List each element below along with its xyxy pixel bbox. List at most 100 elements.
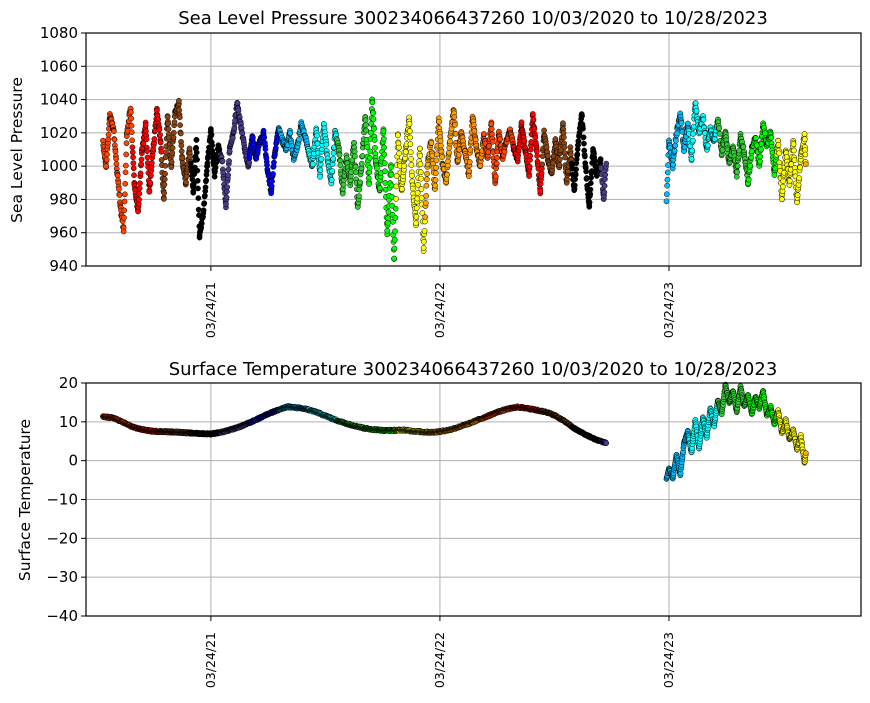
data-point	[208, 131, 215, 138]
data-point	[348, 169, 354, 175]
data-point	[444, 171, 450, 178]
data-point	[802, 450, 809, 456]
data-point	[226, 148, 233, 155]
data-point	[136, 185, 143, 192]
data-point	[176, 114, 183, 121]
data-point	[776, 150, 782, 157]
data-point	[436, 118, 442, 125]
data-point	[318, 155, 325, 162]
data-point	[161, 190, 167, 196]
data-point	[113, 155, 119, 162]
data-point	[407, 134, 413, 141]
data-point	[407, 141, 414, 147]
data-point	[466, 159, 473, 165]
data-point	[526, 173, 532, 179]
data-point	[488, 126, 495, 132]
data-point	[382, 180, 389, 186]
data-point	[358, 160, 365, 167]
data-point	[122, 191, 128, 198]
data-point	[433, 164, 440, 171]
data-point	[169, 145, 176, 151]
data-point	[105, 131, 112, 138]
data-point	[395, 144, 402, 151]
data-point	[268, 183, 275, 190]
data-point	[574, 151, 581, 158]
data-point	[123, 151, 130, 158]
pressure-data-points	[100, 96, 809, 262]
data-point	[467, 146, 474, 153]
data-point	[111, 128, 117, 135]
data-point	[664, 169, 671, 176]
data-point	[178, 148, 185, 155]
data-point	[363, 122, 369, 128]
data-point	[310, 161, 316, 167]
data-point	[748, 148, 755, 155]
data-point	[147, 180, 154, 186]
data-point	[225, 166, 232, 173]
data-point	[388, 164, 394, 171]
y-tick-label: 1040	[40, 91, 78, 109]
data-point	[561, 144, 568, 151]
x-tick-label: 03/24/21	[203, 282, 218, 338]
data-point	[670, 161, 676, 168]
temperature-panel: Surface Temperature 300234066437260 10/0…	[16, 359, 862, 688]
data-point	[534, 153, 541, 159]
data-point	[428, 140, 435, 146]
data-point	[734, 163, 741, 169]
data-point	[413, 213, 420, 220]
data-point	[437, 137, 444, 144]
data-point	[539, 161, 546, 168]
data-point	[421, 238, 427, 245]
data-point	[802, 151, 809, 158]
data-point	[138, 156, 145, 163]
data-point	[120, 228, 127, 235]
y-tick-label: −40	[46, 607, 78, 625]
data-point	[314, 132, 320, 139]
data-point	[583, 168, 589, 175]
data-point	[391, 236, 398, 243]
data-point	[385, 209, 392, 215]
data-point	[377, 185, 383, 192]
data-point	[128, 115, 135, 122]
data-point	[337, 162, 344, 169]
data-point	[399, 186, 405, 192]
data-point	[140, 140, 147, 147]
data-point	[790, 141, 797, 148]
data-point	[492, 173, 499, 180]
data-point	[121, 198, 128, 205]
data-point	[269, 178, 275, 185]
data-point	[366, 181, 372, 187]
data-point	[393, 173, 400, 179]
data-point	[381, 160, 388, 166]
data-point	[144, 154, 151, 161]
data-point	[771, 172, 778, 178]
data-point	[417, 169, 424, 176]
data-point	[582, 153, 588, 160]
data-point	[768, 134, 775, 141]
data-point	[673, 130, 680, 137]
pressure-y-axis-label: Sea Level Pressure	[8, 77, 26, 223]
data-point	[579, 113, 585, 119]
data-point	[131, 172, 137, 179]
data-point	[129, 149, 136, 156]
y-tick-label: 980	[49, 190, 78, 208]
data-point	[287, 130, 294, 136]
data-point	[250, 134, 256, 141]
data-point	[352, 163, 359, 170]
data-point	[689, 137, 696, 144]
data-point	[219, 158, 226, 164]
data-point	[363, 127, 370, 134]
pressure-panel: Sea Level Pressure 300234066437260 10/03…	[8, 8, 862, 338]
y-tick-label: 1060	[40, 57, 78, 75]
data-point	[193, 136, 200, 143]
data-point	[433, 157, 440, 164]
data-point	[111, 136, 118, 143]
data-point	[157, 132, 163, 138]
data-point	[193, 149, 200, 156]
data-point	[198, 220, 205, 227]
data-point	[580, 134, 587, 141]
data-point	[433, 151, 440, 158]
data-point	[758, 141, 765, 147]
data-point	[446, 149, 452, 156]
